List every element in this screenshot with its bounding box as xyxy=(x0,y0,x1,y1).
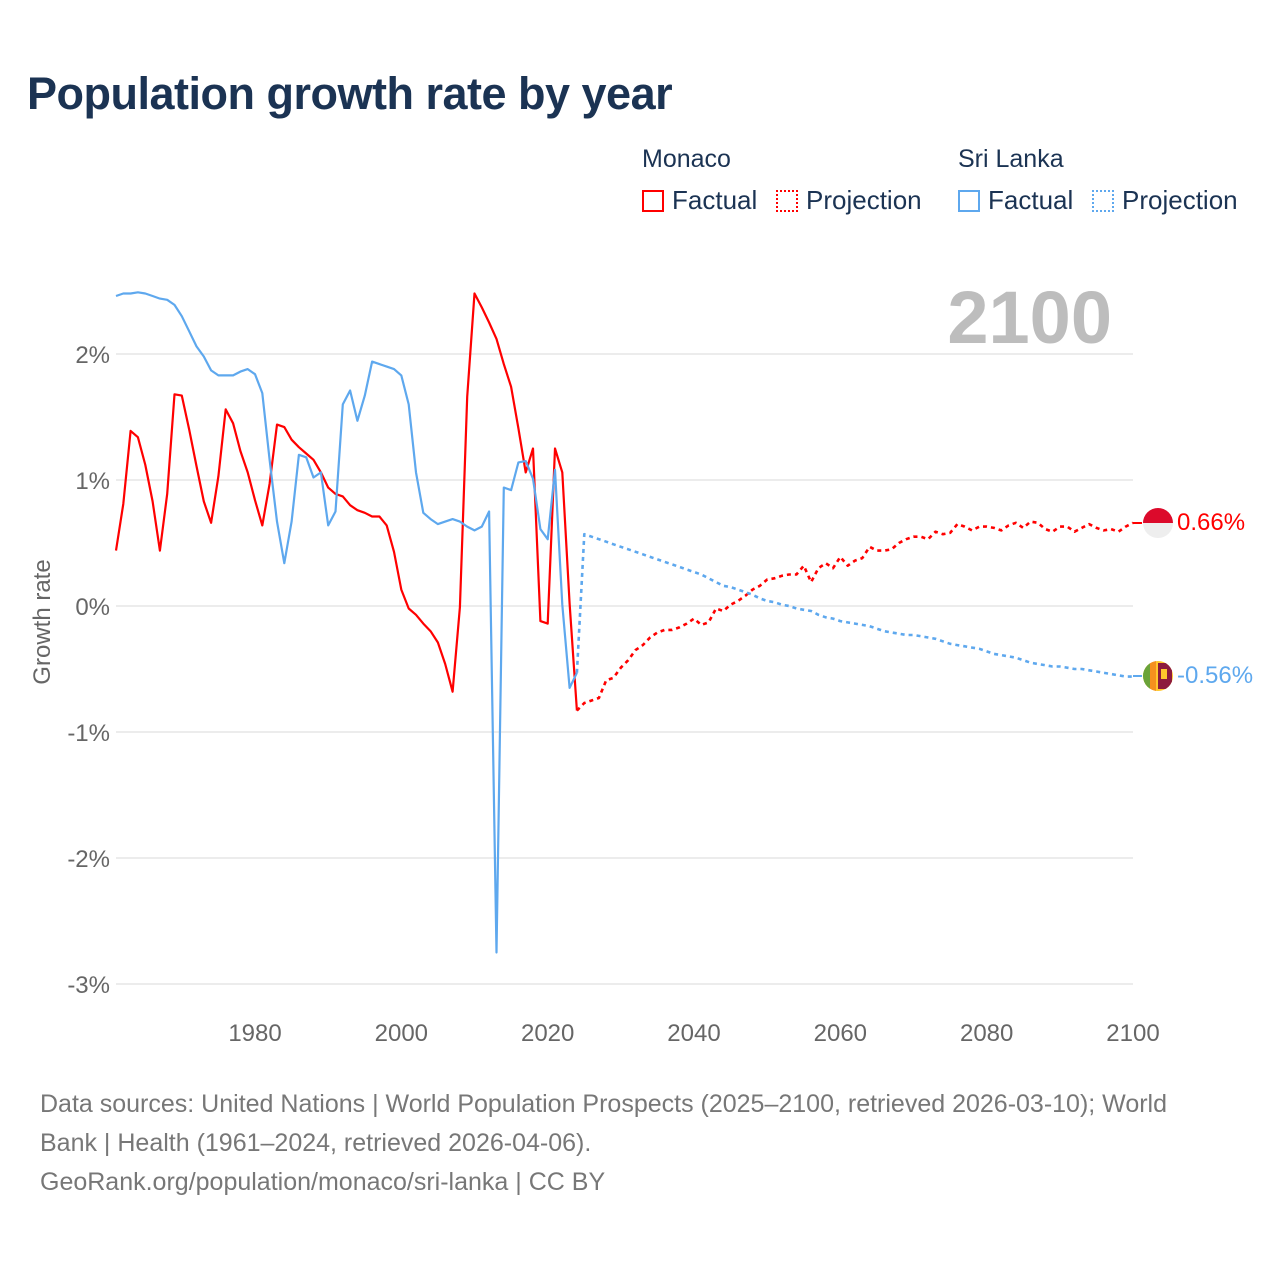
legend-label: Projection xyxy=(1122,185,1238,215)
sri-lanka-flag-icon xyxy=(1143,661,1173,691)
legend-swatch-solid xyxy=(642,189,664,212)
x-tick-label: 1980 xyxy=(228,1020,281,1047)
footer-sources-line1: Data sources: United Nations | World Pop… xyxy=(40,1090,1168,1118)
series-line-monaco-factual xyxy=(114,292,578,711)
legend-swatch-solid xyxy=(958,189,980,212)
legend-group-sri-lanka: Sri Lanka xyxy=(958,145,1064,173)
legend-swatch-dotted xyxy=(1092,189,1114,212)
legend-label: Factual xyxy=(672,185,758,215)
x-tick-label: 2020 xyxy=(521,1020,574,1047)
x-tick-label: 2080 xyxy=(960,1020,1013,1047)
x-tick-label: 2100 xyxy=(1106,1020,1159,1047)
y-tick-label: -1% xyxy=(67,720,110,747)
x-tick-label: 2040 xyxy=(667,1020,720,1047)
monaco-flag-icon xyxy=(1143,508,1173,538)
y-axis-label: Growth rate xyxy=(29,559,56,684)
legend-monaco-factual[interactable]: Factual xyxy=(642,185,757,216)
y-tick-label: -2% xyxy=(67,846,110,873)
series-line-sri-lanka-projection xyxy=(575,532,1133,678)
legend-group-monaco: Monaco xyxy=(642,145,731,173)
x-tick-label: 2060 xyxy=(814,1020,867,1047)
legend-swatch-dotted xyxy=(776,189,798,212)
y-tick-label: 1% xyxy=(75,468,110,495)
y-tick-label: 2% xyxy=(75,342,110,369)
legend-label: Projection xyxy=(806,185,922,215)
y-tick-label: -3% xyxy=(67,972,110,999)
footer-attribution-link[interactable]: GeoRank.org/population/monaco/sri-lanka … xyxy=(40,1168,606,1196)
series-line-monaco-projection xyxy=(575,520,1134,712)
sri-lanka-end-label: -0.56% xyxy=(1177,662,1253,689)
legend-sri-lanka-factual[interactable]: Factual xyxy=(958,185,1073,216)
monaco-end-label: 0.66% xyxy=(1177,509,1245,536)
page-title: Population growth rate by year xyxy=(27,68,673,119)
series-line-sri-lanka-factual xyxy=(115,291,578,954)
x-tick-label: 2000 xyxy=(375,1020,428,1047)
footer-sources-line2: Bank | Health (1961–2024, retrieved 2026… xyxy=(40,1129,592,1157)
legend-label: Factual xyxy=(988,185,1074,215)
legend-monaco-projection[interactable]: Projection xyxy=(776,185,922,216)
legend-sri-lanka-projection[interactable]: Projection xyxy=(1092,185,1238,216)
year-display: 2100 xyxy=(947,276,1112,359)
y-tick-label: 0% xyxy=(75,594,110,621)
